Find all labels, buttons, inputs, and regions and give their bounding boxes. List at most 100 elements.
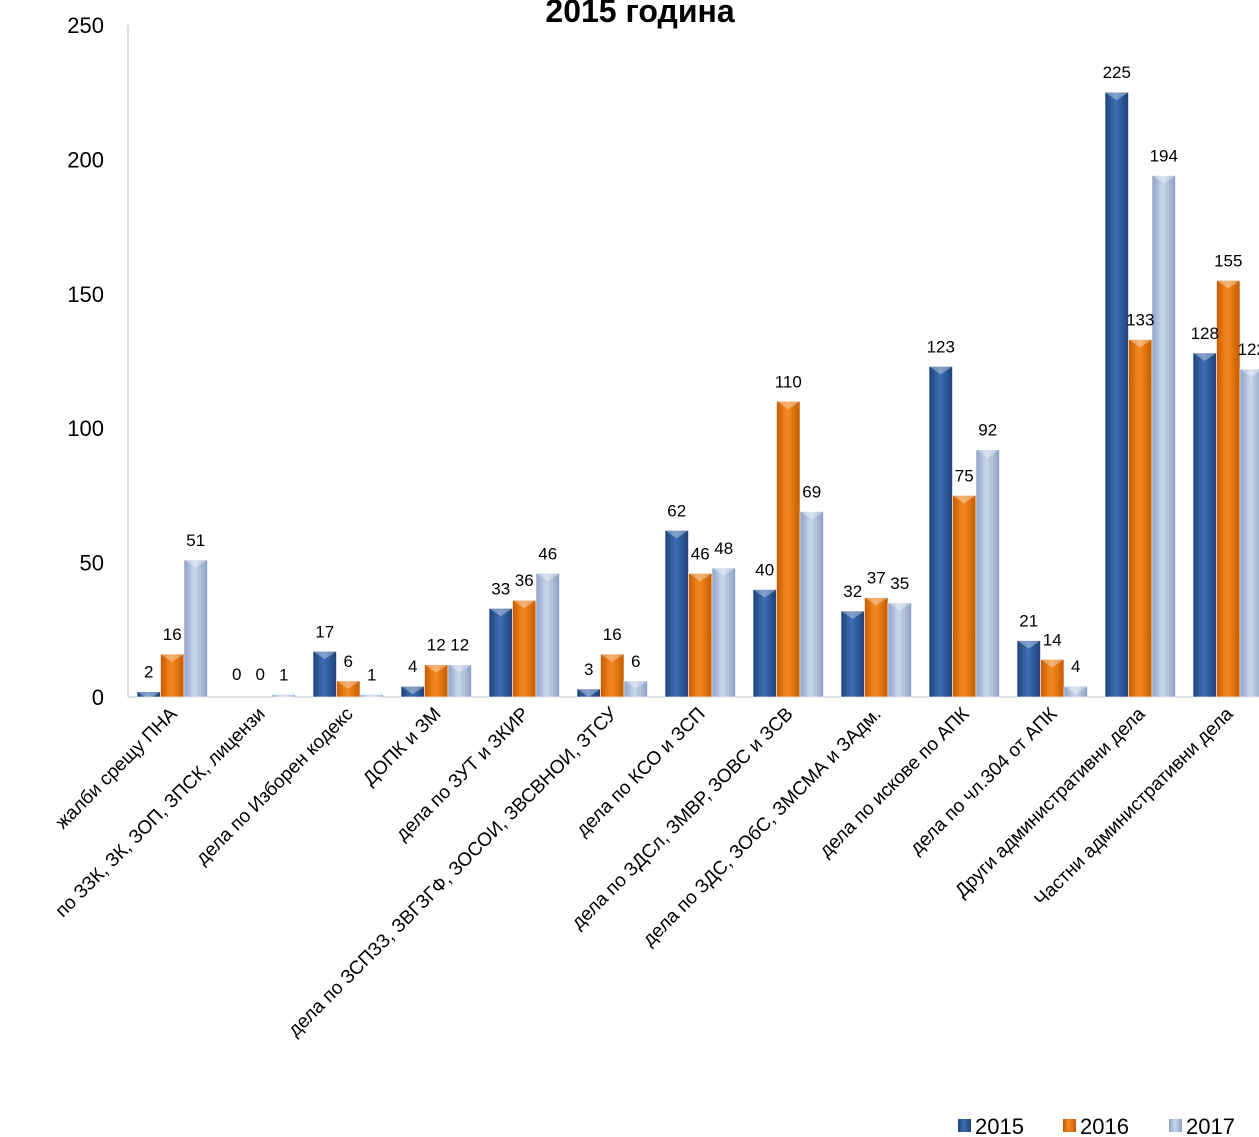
y-tick-label: 100: [67, 416, 104, 441]
bar-2016: [600, 653, 625, 698]
data-label: 133: [1126, 310, 1154, 329]
data-label: 2: [144, 663, 153, 682]
data-label: 110: [775, 372, 802, 391]
bar-bevel: [536, 573, 560, 582]
bar-2017: [447, 664, 472, 698]
data-label: 33: [491, 579, 510, 598]
data-label: 123: [927, 337, 955, 356]
bar-bevel: [577, 688, 601, 697]
bar-bevel: [688, 573, 712, 582]
data-label: 69: [802, 483, 821, 502]
bar-bevel: [184, 559, 208, 568]
category-label: ДОПК и ЗМ: [359, 704, 445, 790]
bar-2016: [776, 401, 801, 698]
bar-bevel: [1240, 369, 1259, 378]
data-label: 0: [256, 665, 265, 684]
legend-label: 2016: [1080, 1114, 1129, 1137]
legend-label: 2017: [1186, 1114, 1235, 1137]
data-label: 35: [890, 574, 909, 593]
bar-2017: [623, 680, 648, 698]
category-label: дела по Изборен кодекс: [192, 704, 357, 869]
data-label: 17: [315, 622, 334, 641]
bar-bevel: [512, 600, 536, 609]
bar-bevel: [360, 694, 384, 703]
bar-2017: [1063, 685, 1088, 698]
bars-group: [136, 91, 1259, 703]
bar-bevel: [272, 694, 296, 703]
bar-2015: [1192, 352, 1217, 698]
bar-bevel: [1216, 280, 1240, 289]
data-label: 21: [1019, 612, 1038, 631]
data-label: 14: [1043, 630, 1062, 649]
data-label: 40: [755, 560, 774, 579]
bar-bevel: [160, 653, 184, 662]
legend-swatch-2017: [1169, 1119, 1182, 1132]
bar-2015: [664, 530, 689, 698]
bar-bevel: [600, 653, 624, 662]
bar-2017: [799, 511, 824, 698]
bar-2015: [1016, 640, 1041, 698]
bar-bevel: [864, 597, 888, 606]
data-label: 92: [978, 421, 997, 440]
bar-2016: [688, 573, 713, 698]
bar-2017: [183, 559, 208, 698]
data-label: 1: [367, 665, 376, 684]
bar-2016: [864, 597, 889, 698]
bar-bevel: [800, 511, 824, 520]
legend-label: 2015: [975, 1114, 1024, 1137]
category-label: Други административни дела: [951, 703, 1150, 902]
bar-bevel: [712, 567, 736, 576]
bar-bevel: [1105, 92, 1129, 101]
data-label: 194: [1150, 147, 1178, 166]
bar-2017: [975, 449, 1000, 698]
bar-bevel: [753, 589, 777, 598]
category-label: дела по ЗСПЗЗ, ЗВГЗГФ, ЗОСОИ, ЗВСВНОИ, З…: [284, 703, 622, 1041]
data-label: 16: [163, 625, 182, 644]
bar-bevel: [929, 366, 953, 375]
data-label: 12: [450, 636, 469, 655]
bar-2015: [928, 366, 953, 698]
bar-2015: [312, 651, 337, 698]
data-label: 225: [1103, 63, 1131, 82]
bar-2017: [1151, 175, 1176, 698]
bar-2016: [952, 495, 977, 698]
data-label: 62: [667, 501, 686, 520]
category-label: Частни административни дела: [1031, 703, 1238, 910]
bar-bevel: [624, 680, 648, 689]
bar-2015: [840, 610, 865, 698]
bar-bevel: [489, 608, 513, 617]
data-label: 122: [1238, 340, 1259, 359]
data-label: 16: [603, 625, 622, 644]
y-tick-label: 200: [67, 147, 104, 172]
data-label: 4: [1071, 657, 1080, 676]
bar-2016: [512, 599, 537, 698]
y-tick-label: 0: [92, 685, 104, 710]
bar-bevel: [976, 449, 1000, 458]
bar-bevel: [1128, 339, 1152, 348]
data-label: 46: [691, 544, 710, 563]
bar-bevel: [776, 401, 800, 410]
bar-2017: [359, 694, 384, 698]
chart-title: 2015 година: [545, 0, 734, 29]
bar-bevel: [313, 651, 337, 660]
data-label: 4: [408, 657, 417, 676]
bar-2016: [1216, 280, 1241, 698]
data-label: 46: [538, 544, 557, 563]
data-label: 37: [867, 569, 886, 588]
category-label: дела по искове по АПК: [816, 704, 974, 862]
y-tick-label: 250: [67, 13, 104, 38]
data-label: 51: [186, 531, 205, 550]
bar-bevel: [424, 664, 448, 673]
bar-bevel: [1152, 175, 1176, 184]
bar-bevel: [841, 610, 865, 619]
legend-swatch-2016: [1063, 1119, 1076, 1132]
bar-bevel: [448, 664, 472, 673]
bar-bevel: [888, 602, 912, 611]
bar-2017: [711, 567, 736, 698]
legend-swatch-2015: [958, 1119, 971, 1132]
bar-bevel: [336, 680, 360, 689]
bar-2015: [488, 607, 513, 698]
